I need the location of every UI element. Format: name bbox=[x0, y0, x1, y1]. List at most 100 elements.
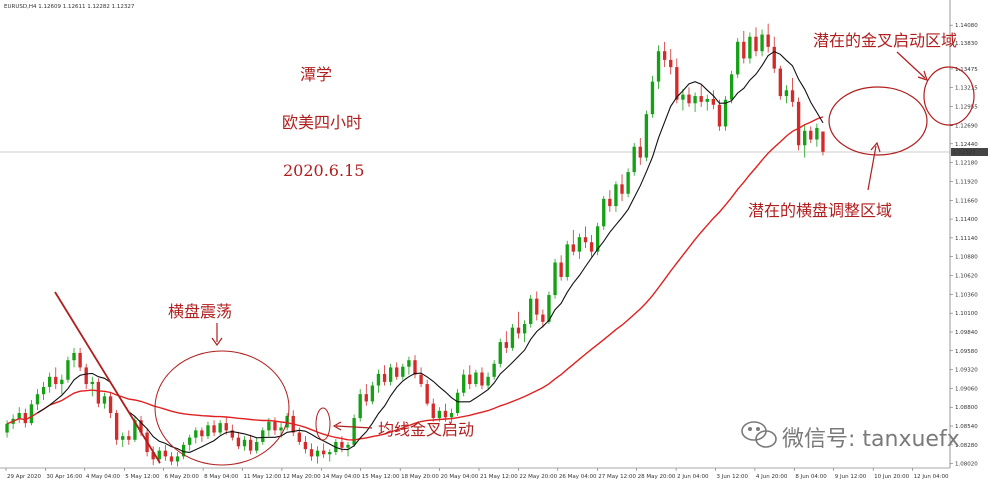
x-tick-label: 28 May 20:00 bbox=[638, 474, 676, 480]
candle bbox=[449, 408, 454, 424]
candle-body bbox=[644, 114, 649, 158]
candle bbox=[151, 446, 155, 466]
candle bbox=[90, 376, 94, 397]
candle-body bbox=[41, 386, 46, 395]
candle-body bbox=[328, 452, 332, 455]
candle-body bbox=[717, 104, 722, 127]
y-tick-label: 1.13215 bbox=[955, 86, 978, 92]
candle-body bbox=[151, 452, 155, 460]
candle-body bbox=[84, 367, 88, 385]
x-tick-label: 12 Jun 04:00 bbox=[914, 474, 949, 480]
candle-body bbox=[364, 394, 368, 402]
candle-body bbox=[224, 423, 228, 431]
candle bbox=[711, 90, 716, 110]
potential-consolidation-ellipse bbox=[828, 86, 928, 156]
candle-body bbox=[809, 130, 813, 140]
candle bbox=[638, 138, 642, 165]
y-tick-label: 1.10620 bbox=[955, 274, 978, 280]
y-tick-label: 1.09320 bbox=[955, 368, 978, 374]
candle-body bbox=[754, 36, 758, 52]
candle-body bbox=[742, 41, 746, 59]
candle bbox=[486, 372, 490, 390]
candle bbox=[175, 452, 180, 467]
x-axis-ticks: 29 Apr 2020 30 Apr 16:00 4 May 04:00 5 May … bbox=[5, 468, 949, 480]
candle bbox=[480, 367, 484, 390]
candle bbox=[248, 434, 253, 455]
x-tick-label: 3 Jun 12:00 bbox=[717, 474, 749, 480]
candle bbox=[114, 410, 119, 445]
candle-body bbox=[736, 41, 740, 75]
candle bbox=[790, 77, 795, 107]
golden-cross-arrow bbox=[335, 425, 373, 429]
candle bbox=[47, 372, 52, 393]
candle bbox=[468, 365, 472, 390]
candle bbox=[681, 88, 685, 111]
x-tick-label: 26 May 04:00 bbox=[559, 474, 597, 480]
candle-body bbox=[90, 381, 94, 385]
candle-body bbox=[778, 68, 783, 97]
watermark: 微信号: tanxuefx bbox=[741, 421, 960, 452]
candle-body bbox=[395, 367, 399, 377]
ma-fast-line bbox=[37, 50, 824, 453]
x-tick-label: 8 Jun 04:00 bbox=[795, 474, 827, 480]
y-tick-label: 1.09060 bbox=[955, 386, 978, 392]
candle-body bbox=[17, 413, 21, 419]
potential-consolidation-arrow-head bbox=[870, 141, 881, 153]
candle-body bbox=[571, 244, 575, 252]
candle bbox=[321, 443, 326, 458]
candle bbox=[206, 421, 210, 440]
candle bbox=[583, 226, 588, 249]
candle bbox=[218, 420, 222, 435]
potential-golden-cross-label: 潜在的金叉启动区域 bbox=[813, 31, 957, 50]
candle-body bbox=[261, 430, 265, 442]
candle-body bbox=[279, 427, 283, 431]
candle bbox=[516, 311, 521, 339]
candle-body bbox=[96, 381, 101, 404]
candle-body bbox=[206, 425, 210, 437]
candle bbox=[212, 420, 216, 437]
candle bbox=[498, 338, 502, 368]
candle-body bbox=[669, 59, 673, 68]
potential-golden-cross-ellipse bbox=[923, 66, 975, 126]
candle-body bbox=[437, 410, 442, 419]
y-tick-label: 1.11400 bbox=[955, 217, 978, 223]
candle-body bbox=[455, 392, 460, 414]
candle-body bbox=[29, 404, 34, 424]
x-tick-label: 27 May 12:00 bbox=[598, 474, 636, 480]
candle-body bbox=[443, 410, 448, 418]
candle bbox=[121, 432, 125, 448]
candle bbox=[425, 379, 429, 406]
candle bbox=[54, 367, 58, 390]
candle-body bbox=[693, 96, 697, 104]
downtrend-line bbox=[54, 291, 161, 464]
candle bbox=[522, 320, 527, 343]
candle bbox=[127, 430, 131, 445]
candle bbox=[535, 291, 539, 321]
candle-body bbox=[133, 420, 137, 440]
candle-body bbox=[468, 374, 472, 385]
y-tick-label: 1.10880 bbox=[955, 255, 978, 261]
candle-body bbox=[784, 90, 789, 97]
candle bbox=[169, 452, 174, 466]
candle-body bbox=[315, 450, 320, 457]
x-tick-label: 15 May 12:00 bbox=[362, 474, 400, 480]
candle-body bbox=[620, 184, 624, 194]
candle bbox=[736, 38, 740, 78]
candle bbox=[675, 58, 679, 104]
candle-body bbox=[358, 394, 362, 419]
candle-body bbox=[303, 441, 308, 450]
x-tick-label: 30 Apr 16:00 bbox=[46, 474, 82, 480]
candle bbox=[717, 99, 722, 131]
potential-consolidation-arrow bbox=[867, 145, 877, 191]
candle-body bbox=[583, 237, 588, 243]
candle-body bbox=[687, 94, 691, 104]
candle bbox=[504, 331, 509, 353]
candle bbox=[60, 374, 64, 395]
candle-body bbox=[212, 425, 216, 433]
x-tick-label: 21 May 12:00 bbox=[480, 474, 518, 480]
x-tick-label: 2 Jun 04:00 bbox=[677, 474, 709, 480]
candle bbox=[352, 414, 356, 448]
potential-golden-cross-arrow-head bbox=[917, 70, 928, 81]
candle-body bbox=[66, 360, 70, 380]
